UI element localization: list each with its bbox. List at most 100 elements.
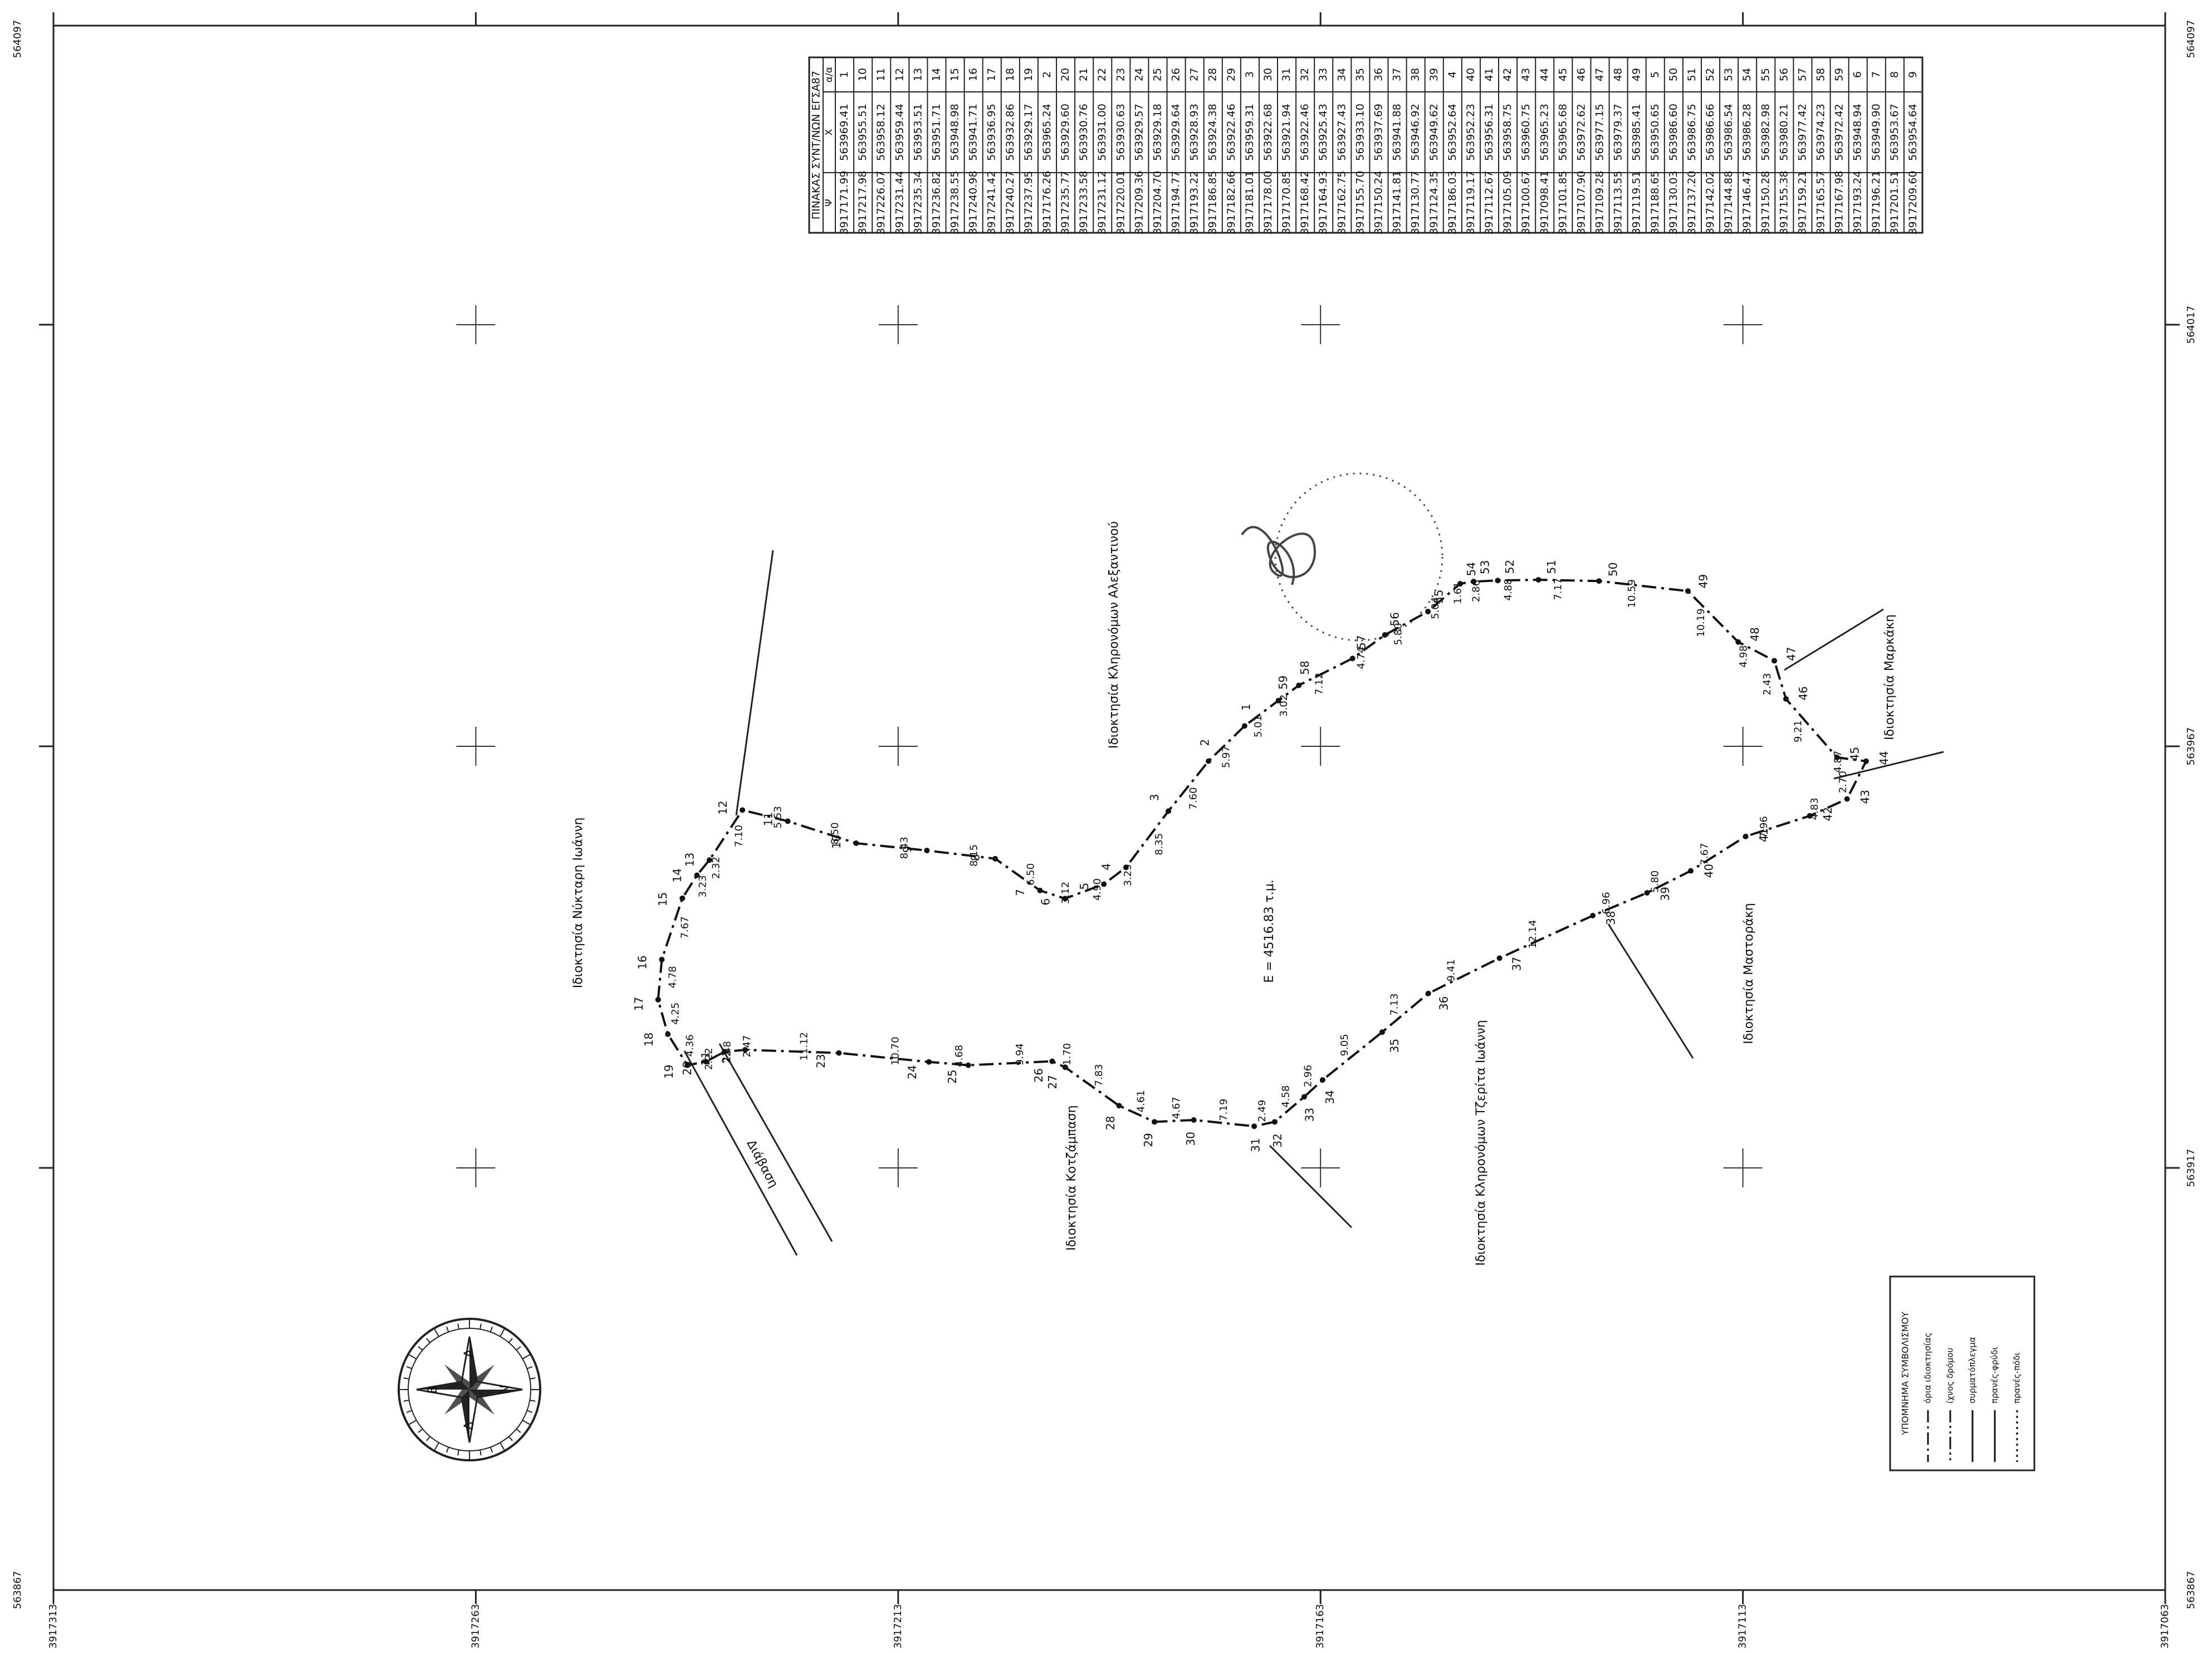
northing-label: 3917313 — [47, 1604, 59, 1649]
compass-tick — [516, 1346, 521, 1351]
table-cell: 8 — [1888, 71, 1901, 78]
table-cell: 11 — [875, 68, 887, 81]
vertex-label: 46 — [1797, 686, 1810, 700]
vertex-label: 22 — [720, 1049, 733, 1063]
fence-line — [735, 550, 774, 816]
fence-line — [1607, 923, 1694, 1059]
northing-label: 3917163 — [1314, 1604, 1326, 1649]
segment-length: 9.94 — [1014, 1043, 1026, 1065]
table-cell: 47 — [1594, 68, 1606, 81]
compass — [398, 1318, 541, 1461]
fences — [683, 550, 1944, 1256]
segment-length: 4.68 — [953, 1045, 965, 1067]
table-cell: 29 — [1225, 68, 1237, 81]
segment-length: 4.36 — [684, 1034, 696, 1057]
vertex — [1685, 588, 1691, 594]
table-cell: 3917196.21 — [1870, 171, 1882, 235]
table-cell: 563985.41 — [1631, 104, 1643, 161]
vertex-label: 16 — [635, 955, 649, 969]
segment-length: 7.67 — [679, 916, 691, 938]
segment-length: 8.50 — [829, 822, 841, 844]
easting-label: 563967 — [2185, 727, 2197, 766]
vertex — [665, 1031, 671, 1037]
table-cell: 563972.42 — [1833, 104, 1846, 161]
fence-line — [1269, 1145, 1353, 1229]
table-cell: 563941.71 — [967, 104, 980, 161]
table-cell: 3917141.81 — [1391, 171, 1403, 235]
table-cell: 45 — [1557, 68, 1569, 81]
table-cell: 3917238.55 — [949, 171, 961, 235]
table-cell: 3 — [1244, 71, 1256, 78]
table-cell: 563933.10 — [1354, 104, 1366, 161]
segment-length: 4.25 — [670, 1002, 682, 1025]
segment-length: 7.13 — [1389, 994, 1401, 1016]
table-cell: 3917119.51 — [1631, 171, 1643, 235]
table-cell: 39 — [1428, 68, 1440, 81]
table-cell: 7 — [1870, 71, 1882, 78]
table-cell: 18 — [1004, 68, 1016, 81]
table-cell: 1 — [838, 71, 850, 78]
compass-tick — [527, 1410, 533, 1413]
vertex — [1807, 813, 1813, 819]
compass-letter: Α — [462, 1349, 476, 1357]
vertex — [1834, 754, 1840, 760]
vertex-label: 55 — [1432, 590, 1446, 604]
table-cell: 46 — [1575, 68, 1587, 81]
table-cell: 3917231.44 — [893, 171, 906, 235]
owner-label: Ιδιοκτησία Μαρκάκη — [1883, 614, 1897, 740]
vertex-label: 40 — [1702, 864, 1716, 878]
segment-length: 8.43 — [899, 837, 911, 859]
vertex-label: 9 — [901, 845, 914, 853]
vertex — [1471, 579, 1477, 585]
owner-label: Ιδιοκτησία Νύκταρη Ιωάννη — [571, 818, 585, 989]
vertex — [655, 996, 661, 1002]
compass-letter: Ν — [498, 1385, 512, 1394]
vertex — [1062, 1064, 1068, 1070]
vertex — [1251, 1123, 1257, 1129]
vertex-label: 5 — [1078, 883, 1091, 890]
vertex — [926, 1059, 932, 1065]
compass-tick — [530, 1377, 536, 1380]
vertex-label: 43 — [1858, 790, 1872, 804]
table-cell: 3917240.27 — [1004, 171, 1016, 235]
segment-length: 2.86 — [1471, 580, 1482, 602]
table-cell: 3917146.47 — [1741, 171, 1753, 235]
vertex-label: 6 — [1039, 898, 1053, 906]
legend-item: πρανές-φρύδι — [1990, 1347, 2000, 1404]
vertex-label: 44 — [1877, 751, 1891, 765]
vertex — [1596, 578, 1602, 584]
vertex-label: 50 — [1607, 563, 1620, 576]
table-cell: 3917130.77 — [1410, 171, 1422, 235]
table-cell: 3917226.07 — [875, 171, 887, 235]
table-cell: 31 — [1280, 68, 1293, 81]
vertex-label: 19 — [662, 1065, 676, 1079]
table-cell: 3917159.21 — [1796, 171, 1808, 235]
table-cell: 3917209.36 — [1133, 171, 1145, 235]
compass-tick — [500, 1328, 506, 1337]
compass-tick — [508, 1338, 513, 1343]
table-cell: 6 — [1852, 71, 1864, 78]
vertex — [836, 1050, 842, 1056]
table-cell: 563986.66 — [1704, 104, 1716, 161]
vertex-label: 18 — [642, 1033, 655, 1046]
table-cell: 3917209.60 — [1907, 171, 1919, 235]
table-cell: 13 — [912, 68, 924, 81]
corner-label: 564097 — [2185, 20, 2197, 58]
segment-length: 8.15 — [968, 844, 980, 867]
vertex — [659, 956, 665, 962]
fence-line — [1833, 751, 1944, 780]
table-cell: 563936.95 — [986, 104, 998, 161]
table-cell: 58 — [1815, 68, 1827, 81]
vertex — [1101, 881, 1107, 887]
compass-tick — [446, 1326, 449, 1332]
table-cell: 563932.86 — [1004, 104, 1016, 161]
road-edge — [718, 1043, 833, 1242]
vertex — [1771, 658, 1778, 664]
vertex — [1863, 758, 1869, 764]
table-cell: 3917182.66 — [1225, 171, 1237, 235]
table-cell: 563965.23 — [1538, 104, 1550, 161]
vertex-label: 39 — [1658, 887, 1672, 901]
table-cell: 563952.23 — [1465, 104, 1477, 161]
table-cell: 563959.44 — [893, 104, 906, 161]
table-cell: 563958.75 — [1501, 104, 1514, 161]
